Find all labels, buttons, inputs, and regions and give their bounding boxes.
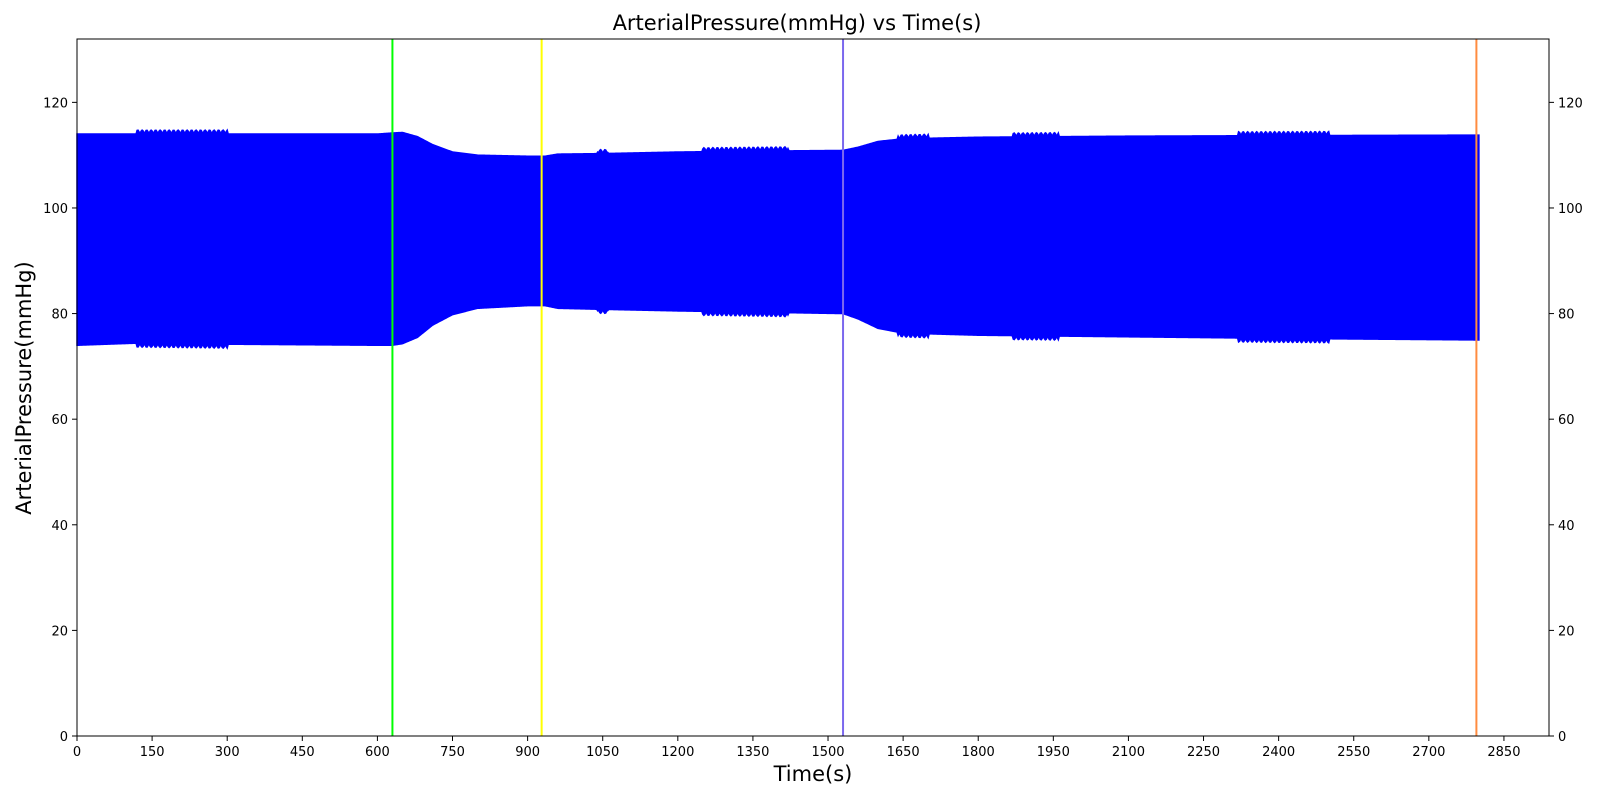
- chart-title: ArterialPressure(mmHg) vs Time(s): [613, 11, 982, 35]
- y-axis-right-ticks: 0 20 40 60 80 100 120: [1549, 96, 1583, 745]
- x-axis-ticks: 0 150 300 450 600 750 900 1050 1200 1350 1500 1650 1…: [73, 736, 1520, 760]
- series-band-0: [76, 128, 1480, 350]
- x-tick-label: 600: [365, 745, 390, 760]
- x-tick-label: 2400: [1262, 745, 1295, 760]
- x-tick-label: 1950: [1037, 745, 1070, 760]
- x-tick-label: 2550: [1337, 745, 1370, 760]
- y-tick-label-left: 20: [51, 624, 68, 639]
- y-tick-label-left: 40: [51, 519, 68, 534]
- y-axis-title: ArterialPressure(mmHg): [12, 261, 36, 514]
- y-tick-label-right: 100: [1558, 202, 1583, 217]
- x-tick-label: 2850: [1487, 745, 1520, 760]
- x-tick-label: 2700: [1412, 745, 1445, 760]
- x-tick-label: 2100: [1112, 745, 1145, 760]
- y-tick-label-right: 80: [1558, 308, 1575, 323]
- y-tick-label-left: 120: [43, 96, 68, 111]
- x-axis-title: Time(s): [773, 762, 853, 786]
- plot-frame: [76, 38, 1550, 737]
- series-group: [76, 128, 1480, 350]
- y-tick-label-left: 100: [43, 202, 68, 217]
- x-tick-label: 450: [290, 745, 315, 760]
- y-axis-left-ticks: 0 20 40 60 80 100 120: [43, 96, 77, 745]
- marker-lines: [391, 39, 1478, 736]
- x-tick-label: 1800: [962, 745, 995, 760]
- y-tick-label-right: 60: [1558, 413, 1575, 428]
- y-tick-label-right: 40: [1558, 519, 1575, 534]
- y-tick-label-left: 0: [60, 730, 68, 745]
- x-tick-label: 0: [73, 745, 81, 760]
- y-tick-label-right: 20: [1558, 624, 1575, 639]
- plot-area: [76, 38, 1550, 737]
- x-tick-label: 1350: [736, 745, 769, 760]
- y-tick-label-left: 60: [51, 413, 68, 428]
- y-tick-label-left: 80: [51, 308, 68, 323]
- y-tick-label-right: 120: [1558, 96, 1583, 111]
- x-tick-label: 1500: [811, 745, 844, 760]
- x-tick-label: 1050: [586, 745, 619, 760]
- x-tick-label: 150: [140, 745, 165, 760]
- x-tick-label: 2250: [1187, 745, 1220, 760]
- x-tick-label: 300: [215, 745, 240, 760]
- x-tick-label: 750: [440, 745, 465, 760]
- x-tick-label: 1200: [661, 745, 694, 760]
- x-tick-label: 900: [515, 745, 540, 760]
- y-tick-label-right: 0: [1558, 730, 1566, 745]
- x-tick-label: 1650: [887, 745, 920, 760]
